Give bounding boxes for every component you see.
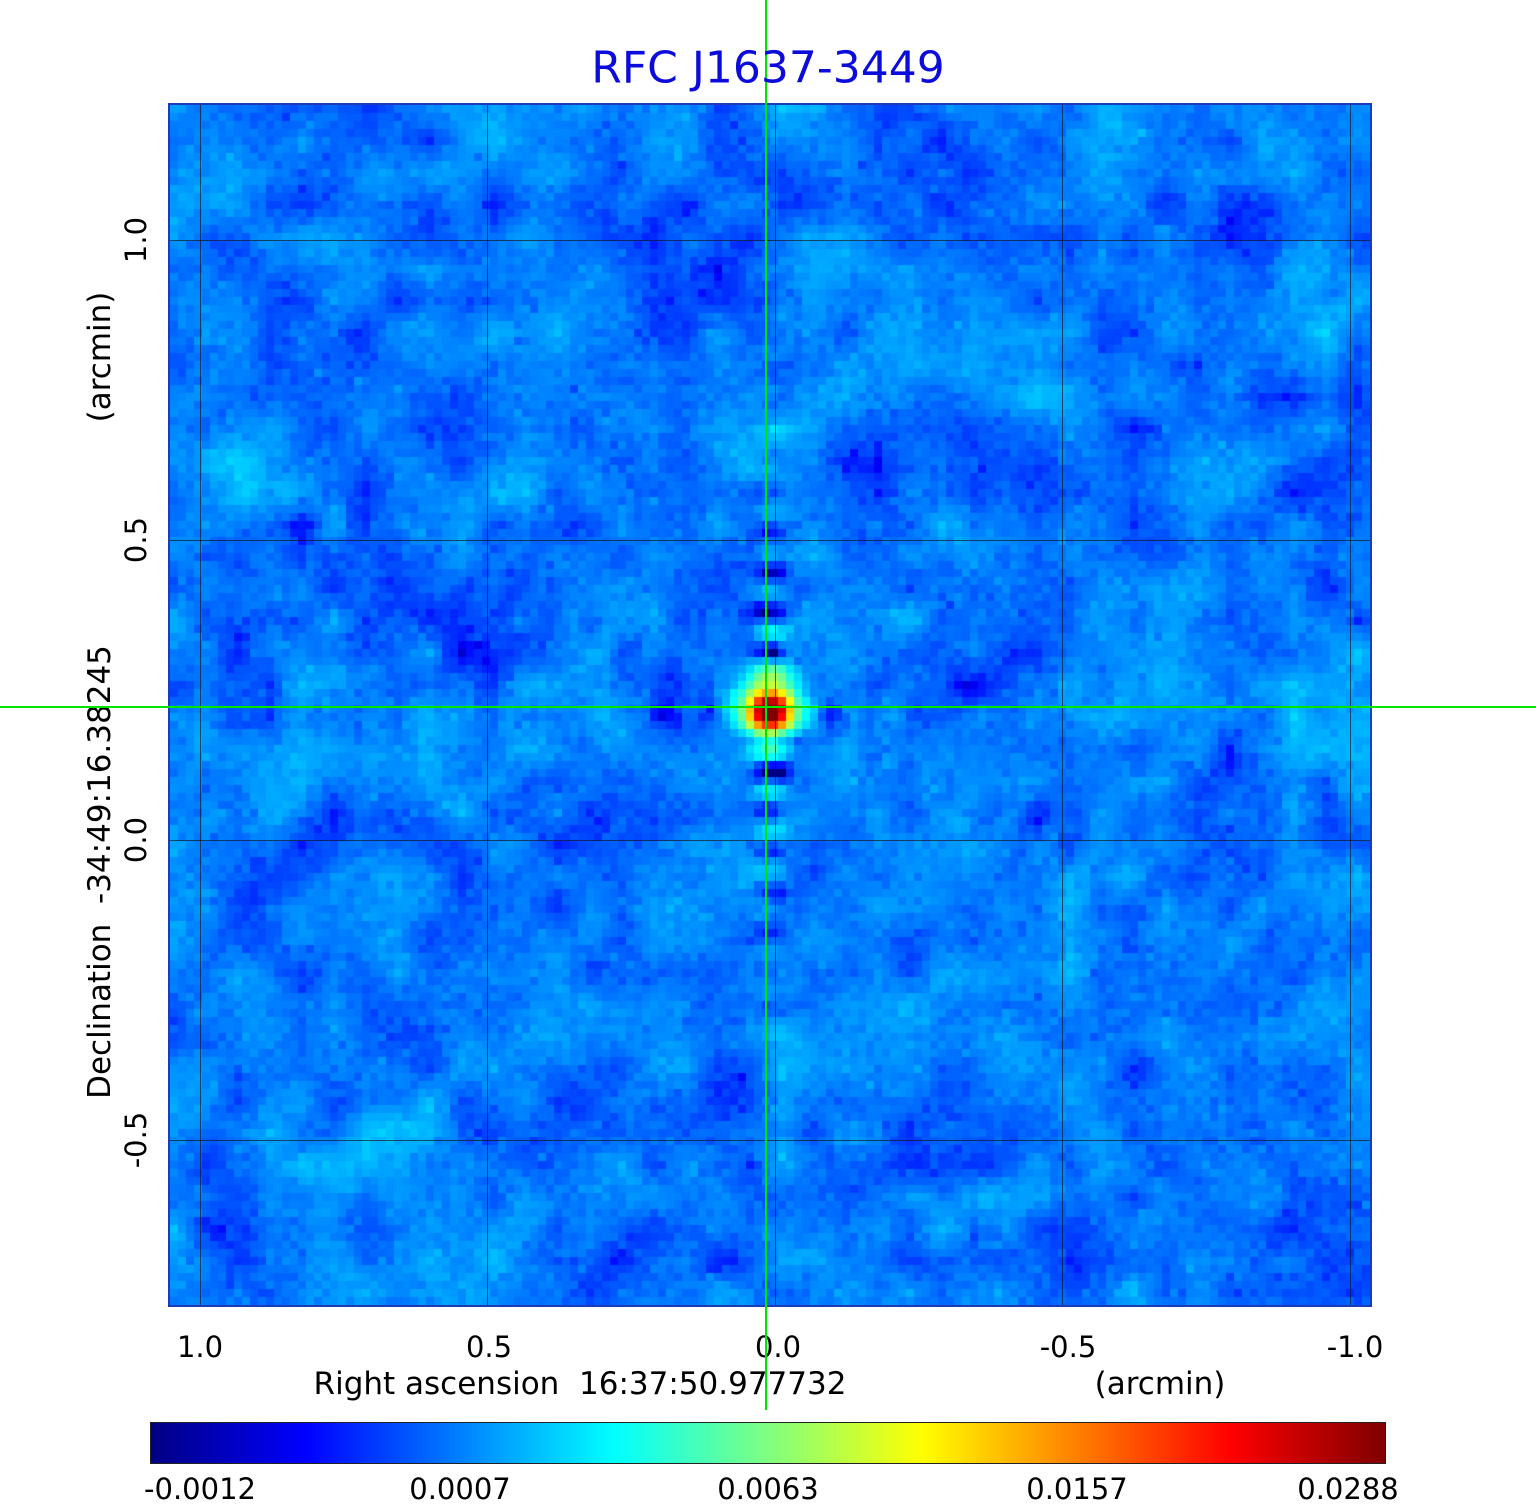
x-axis-tick-label: 0.0 — [754, 1330, 802, 1364]
sky-image-canvas — [170, 105, 1370, 1305]
x-axis-tick-label: 0.5 — [465, 1330, 513, 1364]
x-axis-tick-label: -1.0 — [1326, 1330, 1384, 1364]
colorbar-gradient — [151, 1423, 1385, 1463]
y-axis-tick-label: 0.0 — [119, 816, 153, 864]
plot-area — [168, 103, 1372, 1307]
y-axis-tick-label: 1.0 — [119, 216, 153, 264]
colorbar-tick-label: -0.0012 — [144, 1472, 256, 1506]
x-axis-tick-label: -0.5 — [1039, 1330, 1097, 1364]
x-axis-tick-label: 1.0 — [176, 1330, 224, 1364]
y-axis-label: Declination -34:49:16.38245 — [82, 645, 118, 1099]
x-axis-label: Right ascension 16:37:50.977732 — [313, 1366, 847, 1402]
colorbar-tick-label: 0.0157 — [1026, 1472, 1128, 1506]
colorbar-tick-label: 0.0288 — [1297, 1472, 1399, 1506]
colorbar — [150, 1422, 1386, 1464]
colorbar-tick-label: 0.0063 — [717, 1472, 819, 1506]
y-axis-tick-label: -0.5 — [119, 1111, 153, 1169]
y-axis-tick-label: 0.5 — [119, 516, 153, 564]
colorbar-tick-label: 0.0007 — [409, 1472, 511, 1506]
plot-title: RFC J1637-3449 — [591, 42, 945, 94]
x-axis-unit-label: (arcmin) — [1094, 1366, 1226, 1402]
y-axis-unit-label: (arcmin) — [82, 291, 118, 423]
